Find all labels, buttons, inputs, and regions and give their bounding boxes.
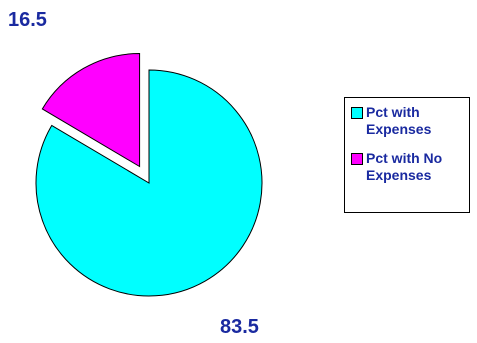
legend-swatch-with-expenses xyxy=(351,107,363,119)
legend-entry-with-expenses: Pct with Expenses xyxy=(351,104,465,138)
legend: Pct with Expenses Pct with No Expenses xyxy=(344,97,470,213)
slice-with-expenses xyxy=(35,69,263,297)
data-label-no-expenses: 16.5 xyxy=(8,9,47,31)
slice-no-expenses xyxy=(41,52,141,168)
legend-label-with-expenses: Pct with Expenses xyxy=(366,104,432,137)
legend-entry-no-expenses: Pct with No Expenses xyxy=(351,150,465,184)
legend-swatch-no-expenses xyxy=(351,153,363,165)
data-label-with-expenses: 83.5 xyxy=(220,316,259,338)
legend-label-no-expenses: Pct with No Expenses xyxy=(366,150,443,183)
